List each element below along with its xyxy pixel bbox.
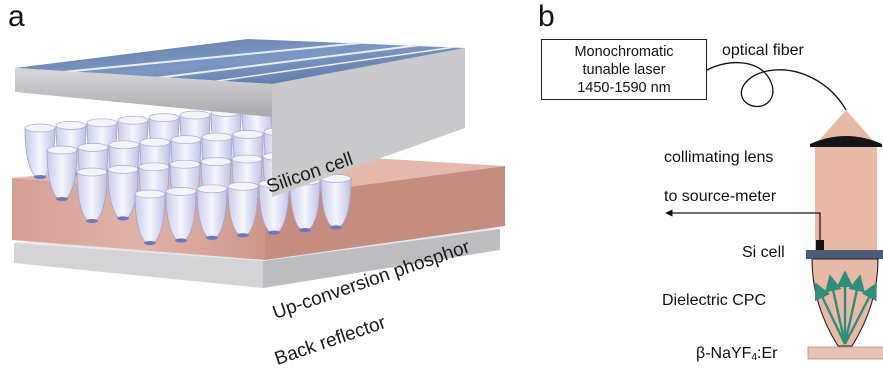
- emission-arrows: [814, 270, 878, 345]
- cpc-cup-rim: [108, 140, 140, 150]
- cpc-cup-base: [56, 197, 68, 201]
- collimating-lens: [810, 136, 882, 147]
- cpc-cup-rim: [231, 154, 263, 164]
- cpc-cup-rim: [148, 113, 180, 122]
- cpc-cup-base: [86, 219, 98, 223]
- cpc-cup-rim: [227, 181, 259, 191]
- cpc-cup-rim: [179, 110, 211, 120]
- cpc-cup-rim: [196, 184, 228, 194]
- source-meter-label: to source-meter: [664, 188, 777, 205]
- cpc-cup-base: [206, 235, 218, 240]
- laser-box: Monochromatic tunable laser 1450-1590 nm: [541, 39, 707, 100]
- cpc-cup-base: [330, 225, 342, 230]
- cpc-cup-base: [144, 241, 156, 245]
- cpc-cup-rim: [76, 167, 108, 177]
- optical-fiber: [706, 61, 847, 111]
- cpc-cup-rim: [232, 130, 264, 139]
- cpc-cup-rim: [139, 137, 171, 147]
- cpc-cup-rim: [55, 121, 87, 130]
- phosphor-substrate: [807, 346, 883, 360]
- silicon-cell-front: [272, 48, 465, 197]
- phosphor-formula: β-NaYF: [696, 345, 752, 362]
- light-cone: [816, 110, 876, 144]
- cpc-cup-rim: [170, 135, 202, 144]
- panel-a-letter: a: [8, 0, 25, 33]
- optical-fiber-label: optical fiber: [722, 42, 804, 59]
- si-cell-contact: [816, 240, 824, 250]
- cpc-cup-base: [34, 175, 46, 179]
- laser-line-1: Monochromatic: [574, 43, 674, 60]
- source-meter-wire: [665, 209, 821, 246]
- cpc-cup-base: [299, 228, 311, 232]
- cpc-label: Dielectric CPC: [662, 292, 767, 309]
- cpc-cup-rim: [77, 143, 109, 152]
- cpc-cup-rim: [46, 145, 78, 155]
- laser-line-3: 1450-1590 nm: [577, 79, 671, 96]
- cpc-cup-base: [117, 216, 129, 221]
- cpc-cup-base: [268, 230, 280, 235]
- solar-stack-illustration: [12, 39, 505, 288]
- phosphor-subscript: 4: [751, 352, 757, 363]
- light-column: [815, 144, 877, 250]
- collimating-lens-label: collimating lens: [664, 149, 774, 166]
- phosphor-dopant: :Er: [757, 345, 778, 362]
- si-cell: [806, 250, 883, 259]
- cpc-cup-rim: [117, 115, 149, 125]
- cpc-cup-rim: [134, 189, 166, 199]
- cpc-cup-rim: [24, 123, 56, 133]
- panel-b-letter: b: [538, 0, 555, 33]
- cpc-cup-rim: [201, 132, 233, 142]
- cpc-cup-rim: [165, 187, 197, 196]
- cpc-cup-base: [175, 238, 187, 243]
- phosphor-sample-label: β-NaYF4:Er: [696, 345, 777, 363]
- cpc-cup-base: [237, 233, 249, 238]
- si-cell-label: Si cell: [742, 244, 785, 261]
- cpc-cup-rim: [86, 118, 118, 128]
- cpc-cup-rim: [169, 159, 201, 169]
- cpc-cup-rim: [200, 157, 232, 166]
- dielectric-cpc: [811, 258, 879, 347]
- cpc-cup-rim: [138, 162, 170, 172]
- cpc-cup-rim: [107, 165, 139, 174]
- laser-line-2: tunable laser: [582, 61, 666, 78]
